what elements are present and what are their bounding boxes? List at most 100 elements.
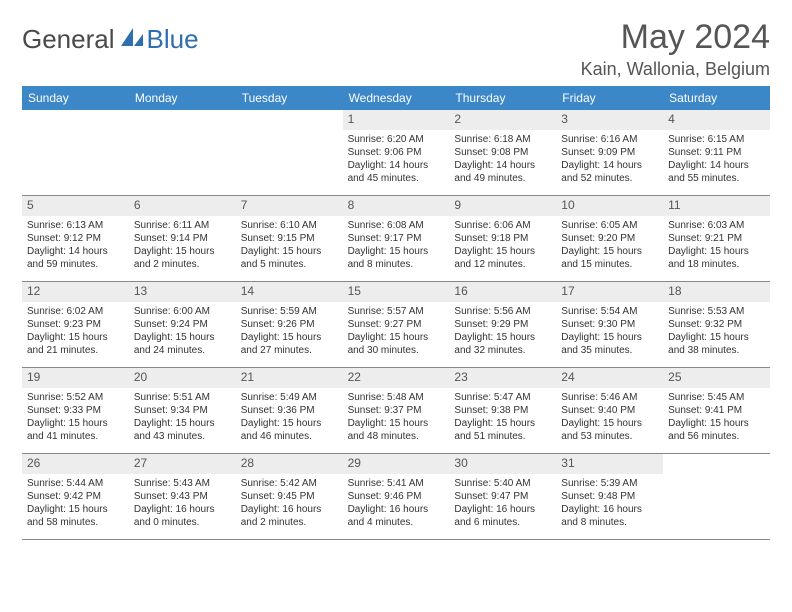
weekday-header: Wednesday <box>343 86 450 110</box>
daylight-text: Daylight: 15 hours and 15 minutes. <box>561 245 658 271</box>
sunrise-text: Sunrise: 5:56 AM <box>454 305 551 318</box>
daylight-text: Daylight: 15 hours and 43 minutes. <box>134 417 231 443</box>
daylight-text: Daylight: 16 hours and 4 minutes. <box>348 503 445 529</box>
sunset-text: Sunset: 9:11 PM <box>668 146 765 159</box>
calendar-cell: 6Sunrise: 6:11 AMSunset: 9:14 PMDaylight… <box>129 196 236 282</box>
day-body: Sunrise: 6:03 AMSunset: 9:21 PMDaylight:… <box>663 216 770 275</box>
calendar-cell: 21Sunrise: 5:49 AMSunset: 9:36 PMDayligh… <box>236 368 343 454</box>
sunset-text: Sunset: 9:17 PM <box>348 232 445 245</box>
day-number: 30 <box>449 454 556 474</box>
day-number: 17 <box>556 282 663 302</box>
calendar-cell: 11Sunrise: 6:03 AMSunset: 9:21 PMDayligh… <box>663 196 770 282</box>
location: Kain, Wallonia, Belgium <box>581 59 770 80</box>
day-number: 21 <box>236 368 343 388</box>
day-number: 9 <box>449 196 556 216</box>
sunset-text: Sunset: 9:41 PM <box>668 404 765 417</box>
calendar-cell: 31Sunrise: 5:39 AMSunset: 9:48 PMDayligh… <box>556 454 663 540</box>
sunrise-text: Sunrise: 6:11 AM <box>134 219 231 232</box>
sunrise-text: Sunrise: 6:06 AM <box>454 219 551 232</box>
calendar-cell: 23Sunrise: 5:47 AMSunset: 9:38 PMDayligh… <box>449 368 556 454</box>
sunrise-text: Sunrise: 5:59 AM <box>241 305 338 318</box>
day-body: Sunrise: 5:40 AMSunset: 9:47 PMDaylight:… <box>449 474 556 533</box>
day-body: Sunrise: 6:00 AMSunset: 9:24 PMDaylight:… <box>129 302 236 361</box>
calendar-cell: 7Sunrise: 6:10 AMSunset: 9:15 PMDaylight… <box>236 196 343 282</box>
sunset-text: Sunset: 9:12 PM <box>27 232 124 245</box>
day-number: 29 <box>343 454 450 474</box>
daylight-text: Daylight: 15 hours and 2 minutes. <box>134 245 231 271</box>
day-body: Sunrise: 6:18 AMSunset: 9:08 PMDaylight:… <box>449 130 556 189</box>
day-body: Sunrise: 6:16 AMSunset: 9:09 PMDaylight:… <box>556 130 663 189</box>
brand-logo: General Blue <box>22 24 199 55</box>
calendar-cell: 28Sunrise: 5:42 AMSunset: 9:45 PMDayligh… <box>236 454 343 540</box>
daylight-text: Daylight: 15 hours and 27 minutes. <box>241 331 338 357</box>
sunset-text: Sunset: 9:34 PM <box>134 404 231 417</box>
brand-text-1: General <box>22 24 115 55</box>
sunrise-text: Sunrise: 5:41 AM <box>348 477 445 490</box>
day-number: 4 <box>663 110 770 130</box>
sunrise-text: Sunrise: 6:20 AM <box>348 133 445 146</box>
brand-text-2: Blue <box>147 24 199 55</box>
brand-sail-icon <box>119 26 145 53</box>
day-number: 3 <box>556 110 663 130</box>
sunrise-text: Sunrise: 5:42 AM <box>241 477 338 490</box>
day-number: 1 <box>343 110 450 130</box>
weekday-header: Thursday <box>449 86 556 110</box>
day-body: Sunrise: 6:02 AMSunset: 9:23 PMDaylight:… <box>22 302 129 361</box>
day-body <box>236 130 343 137</box>
day-body: Sunrise: 5:51 AMSunset: 9:34 PMDaylight:… <box>129 388 236 447</box>
calendar-cell: 25Sunrise: 5:45 AMSunset: 9:41 PMDayligh… <box>663 368 770 454</box>
day-body: Sunrise: 5:47 AMSunset: 9:38 PMDaylight:… <box>449 388 556 447</box>
day-body: Sunrise: 5:54 AMSunset: 9:30 PMDaylight:… <box>556 302 663 361</box>
day-number <box>22 110 129 130</box>
sunset-text: Sunset: 9:36 PM <box>241 404 338 417</box>
calendar-cell: 14Sunrise: 5:59 AMSunset: 9:26 PMDayligh… <box>236 282 343 368</box>
calendar-cell <box>663 454 770 540</box>
day-body: Sunrise: 6:05 AMSunset: 9:20 PMDaylight:… <box>556 216 663 275</box>
sunrise-text: Sunrise: 6:16 AM <box>561 133 658 146</box>
day-number <box>236 110 343 130</box>
sunset-text: Sunset: 9:14 PM <box>134 232 231 245</box>
day-body: Sunrise: 5:45 AMSunset: 9:41 PMDaylight:… <box>663 388 770 447</box>
sunset-text: Sunset: 9:40 PM <box>561 404 658 417</box>
day-number: 20 <box>129 368 236 388</box>
day-body: Sunrise: 6:20 AMSunset: 9:06 PMDaylight:… <box>343 130 450 189</box>
sunset-text: Sunset: 9:47 PM <box>454 490 551 503</box>
calendar-grid: 1Sunrise: 6:20 AMSunset: 9:06 PMDaylight… <box>22 110 770 540</box>
day-body: Sunrise: 6:08 AMSunset: 9:17 PMDaylight:… <box>343 216 450 275</box>
daylight-text: Daylight: 15 hours and 51 minutes. <box>454 417 551 443</box>
daylight-text: Daylight: 16 hours and 8 minutes. <box>561 503 658 529</box>
day-number: 18 <box>663 282 770 302</box>
calendar-cell: 12Sunrise: 6:02 AMSunset: 9:23 PMDayligh… <box>22 282 129 368</box>
daylight-text: Daylight: 16 hours and 0 minutes. <box>134 503 231 529</box>
day-body: Sunrise: 5:57 AMSunset: 9:27 PMDaylight:… <box>343 302 450 361</box>
daylight-text: Daylight: 16 hours and 2 minutes. <box>241 503 338 529</box>
day-number <box>663 454 770 474</box>
sunrise-text: Sunrise: 6:10 AM <box>241 219 338 232</box>
daylight-text: Daylight: 15 hours and 12 minutes. <box>454 245 551 271</box>
day-number: 19 <box>22 368 129 388</box>
sunrise-text: Sunrise: 5:44 AM <box>27 477 124 490</box>
day-number: 15 <box>343 282 450 302</box>
sunset-text: Sunset: 9:32 PM <box>668 318 765 331</box>
calendar-cell: 16Sunrise: 5:56 AMSunset: 9:29 PMDayligh… <box>449 282 556 368</box>
sunrise-text: Sunrise: 6:15 AM <box>668 133 765 146</box>
day-body: Sunrise: 5:48 AMSunset: 9:37 PMDaylight:… <box>343 388 450 447</box>
sunset-text: Sunset: 9:20 PM <box>561 232 658 245</box>
sunset-text: Sunset: 9:46 PM <box>348 490 445 503</box>
sunrise-text: Sunrise: 5:53 AM <box>668 305 765 318</box>
sunset-text: Sunset: 9:48 PM <box>561 490 658 503</box>
sunrise-text: Sunrise: 5:43 AM <box>134 477 231 490</box>
day-number: 7 <box>236 196 343 216</box>
sunrise-text: Sunrise: 6:18 AM <box>454 133 551 146</box>
day-number: 8 <box>343 196 450 216</box>
sunset-text: Sunset: 9:33 PM <box>27 404 124 417</box>
sunset-text: Sunset: 9:18 PM <box>454 232 551 245</box>
day-body: Sunrise: 5:44 AMSunset: 9:42 PMDaylight:… <box>22 474 129 533</box>
sunset-text: Sunset: 9:29 PM <box>454 318 551 331</box>
daylight-text: Daylight: 15 hours and 5 minutes. <box>241 245 338 271</box>
day-number: 24 <box>556 368 663 388</box>
day-body: Sunrise: 5:46 AMSunset: 9:40 PMDaylight:… <box>556 388 663 447</box>
sunrise-text: Sunrise: 5:52 AM <box>27 391 124 404</box>
title-block: May 2024 Kain, Wallonia, Belgium <box>581 18 770 80</box>
sunrise-text: Sunrise: 5:54 AM <box>561 305 658 318</box>
